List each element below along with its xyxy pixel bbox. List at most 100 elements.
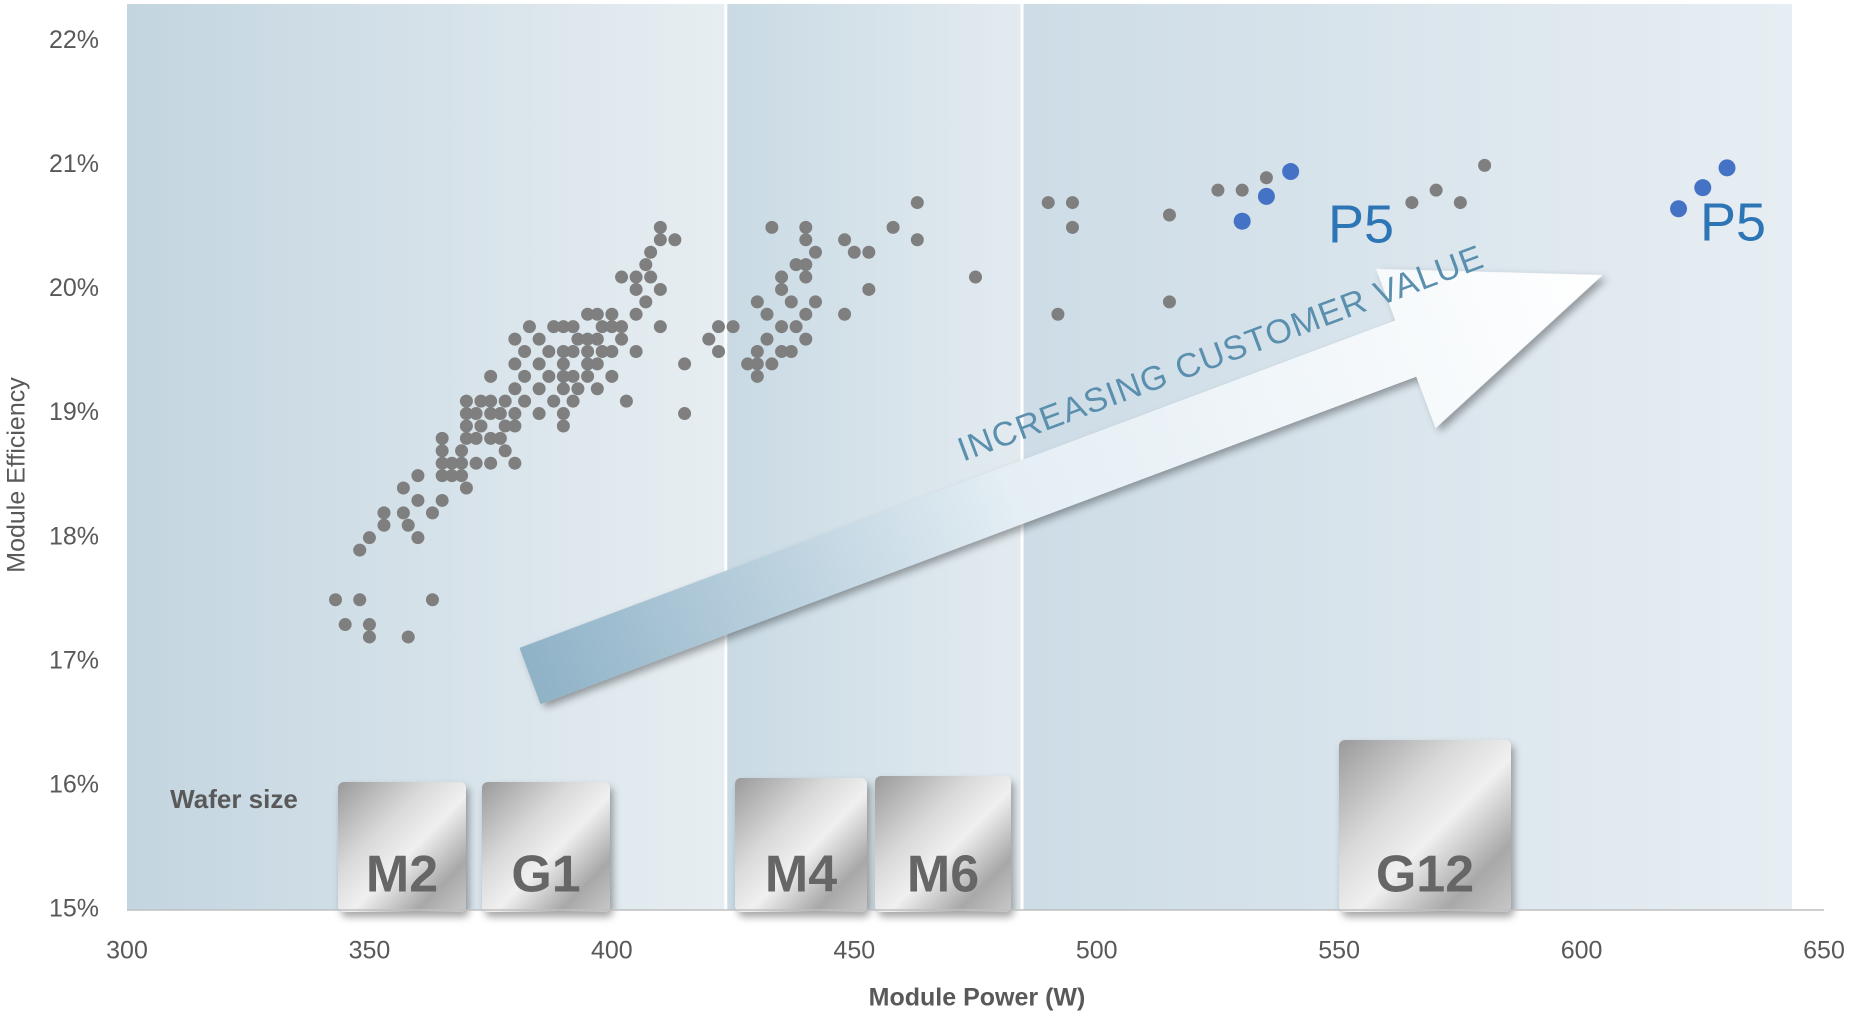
point: [712, 320, 725, 333]
point: [518, 345, 531, 358]
point: [785, 345, 798, 358]
point: [1066, 221, 1079, 234]
point: [799, 233, 812, 246]
point: [426, 593, 439, 606]
y-tick-label: 19%: [49, 398, 99, 426]
point: [799, 221, 812, 234]
point: [455, 469, 468, 482]
point: [1260, 171, 1273, 184]
point: [460, 419, 473, 432]
point: [1236, 184, 1249, 197]
point: [848, 246, 861, 259]
point: [557, 357, 570, 370]
point: [775, 283, 788, 296]
point: [567, 395, 580, 408]
point: [339, 618, 352, 631]
wafer-label: M4: [765, 846, 837, 904]
point: [470, 432, 483, 445]
point: [605, 345, 618, 358]
point: [518, 370, 531, 383]
point: [887, 221, 900, 234]
point: [1051, 308, 1064, 321]
point: [484, 457, 497, 470]
point: [1211, 184, 1224, 197]
point: [571, 382, 584, 395]
point: [1405, 196, 1418, 209]
point: [557, 419, 570, 432]
point: [799, 271, 812, 284]
point: [567, 320, 580, 333]
point: [411, 494, 424, 507]
point: [1234, 213, 1251, 230]
y-axis-title: Module Efficiency: [3, 377, 31, 573]
point: [523, 320, 536, 333]
y-tick-label: 18%: [49, 522, 99, 550]
point: [499, 444, 512, 457]
point: [508, 407, 521, 420]
point: [838, 308, 851, 321]
annotation: P5: [1700, 192, 1766, 252]
point: [1163, 295, 1176, 308]
point: [508, 382, 521, 395]
point: [494, 432, 507, 445]
point: [1066, 196, 1079, 209]
wafer-label: M6: [907, 846, 979, 904]
point: [460, 395, 473, 408]
x-tick-label: 550: [1318, 937, 1360, 965]
point: [484, 370, 497, 383]
point: [630, 283, 643, 296]
point: [761, 308, 774, 321]
point: [557, 407, 570, 420]
point: [455, 457, 468, 470]
point: [644, 246, 657, 259]
point: [615, 320, 628, 333]
point: [353, 544, 366, 557]
point: [484, 395, 497, 408]
point: [678, 407, 691, 420]
point: [1478, 159, 1491, 172]
point: [402, 630, 415, 643]
point: [567, 345, 580, 358]
annotation: P5: [1328, 194, 1394, 254]
point: [644, 271, 657, 284]
point: [799, 308, 812, 321]
point: [470, 407, 483, 420]
point: [605, 370, 618, 383]
point: [654, 221, 667, 234]
chart: Wafer size M2G1M4M6G12 INCREASING CUSTOM…: [0, 0, 1851, 1013]
point: [557, 382, 570, 395]
y-tick-label: 15%: [49, 895, 99, 923]
point: [533, 382, 546, 395]
point: [862, 246, 875, 259]
band: [127, 4, 726, 910]
point: [668, 233, 681, 246]
page: {"chart_data": { "type": "scatter", "x_l…: [0, 0, 1851, 1013]
y-tick-label: 16%: [49, 770, 99, 798]
point: [363, 630, 376, 643]
point: [533, 333, 546, 346]
point: [397, 482, 410, 495]
point: [790, 320, 803, 333]
point: [436, 432, 449, 445]
point: [411, 469, 424, 482]
point: [411, 531, 424, 544]
point: [591, 308, 604, 321]
point: [765, 357, 778, 370]
point: [542, 370, 555, 383]
point: [799, 333, 812, 346]
wafer-title: Wafer size: [170, 784, 298, 814]
point: [1258, 188, 1275, 205]
point: [1670, 200, 1687, 217]
point: [639, 295, 652, 308]
point: [911, 233, 924, 246]
point: [838, 233, 851, 246]
wafer-label: M2: [366, 846, 438, 904]
point: [363, 618, 376, 631]
point: [785, 295, 798, 308]
point: [547, 395, 560, 408]
point: [591, 382, 604, 395]
point: [751, 357, 764, 370]
point: [377, 519, 390, 532]
point: [460, 482, 473, 495]
point: [630, 271, 643, 284]
